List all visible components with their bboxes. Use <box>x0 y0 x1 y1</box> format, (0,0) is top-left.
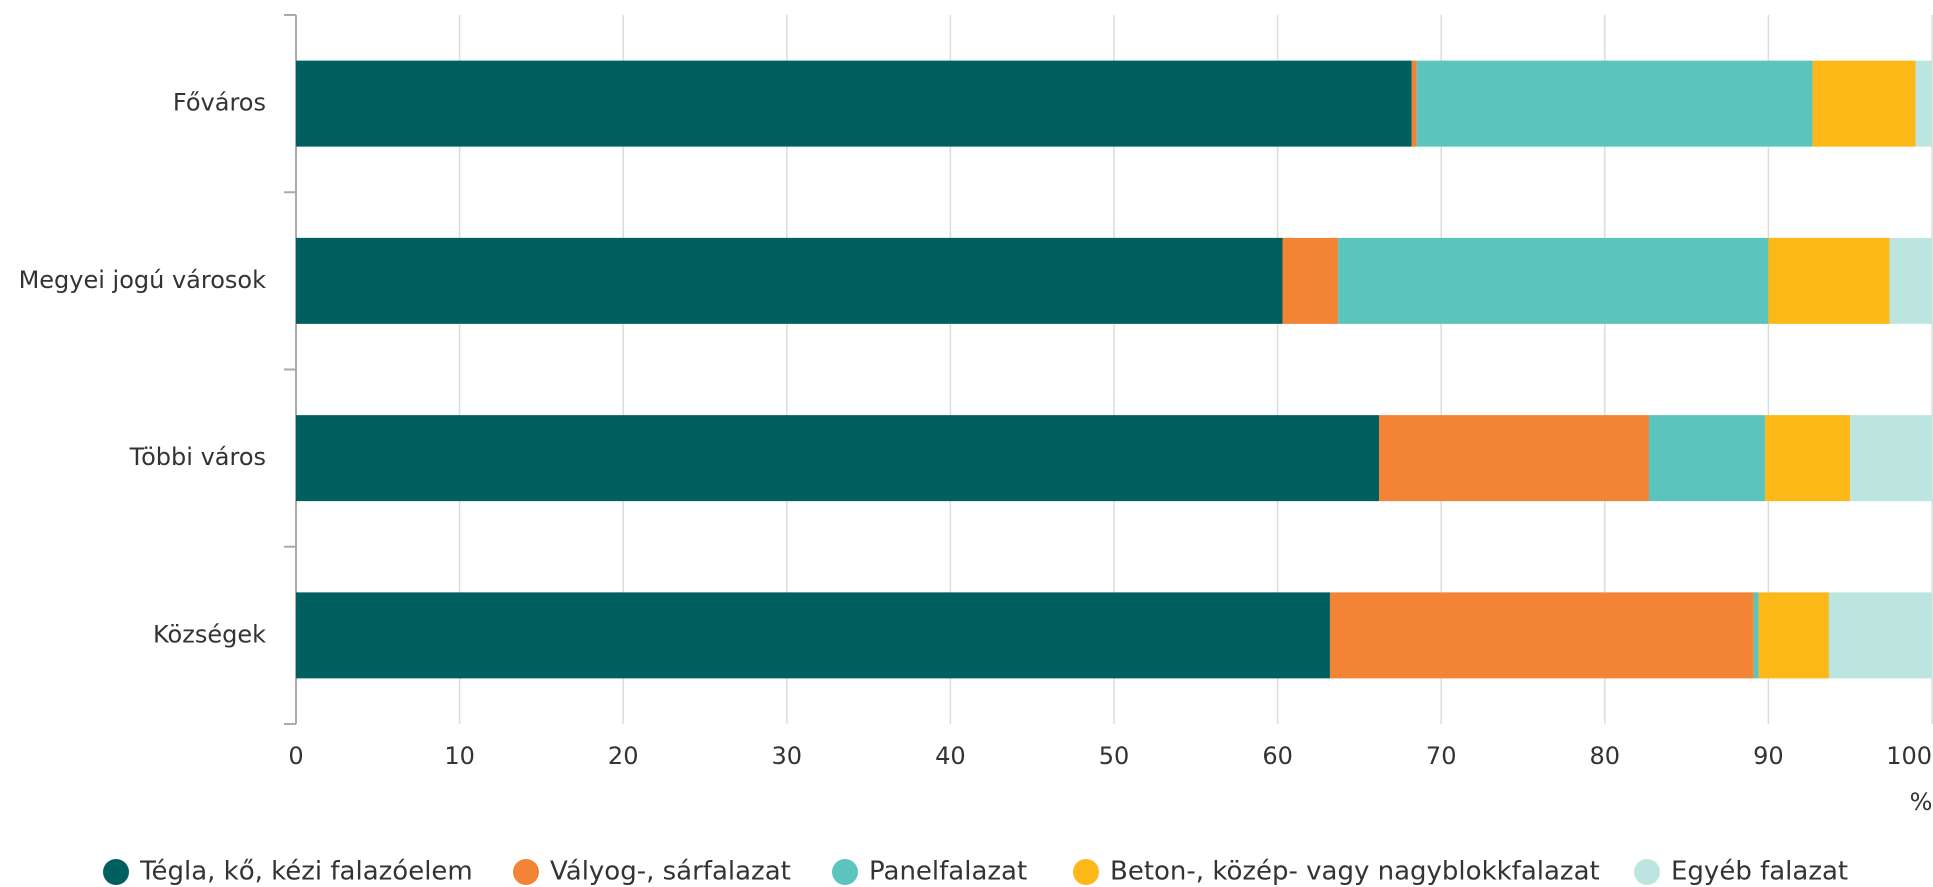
x-tick-label: 40 <box>935 742 966 770</box>
x-tick-label: 10 <box>444 742 475 770</box>
x-tick-label: 20 <box>608 742 639 770</box>
y-tick-label: Többi város <box>129 443 266 471</box>
legend-label: Vályog-, sárfalazat <box>550 857 791 887</box>
x-tick-label: 90 <box>1753 742 1784 770</box>
x-tick-label: 0 <box>288 742 303 770</box>
x-tick-label: 100 <box>1886 742 1932 770</box>
legend-label: Egyéb falazat <box>1671 857 1848 887</box>
bar-segment <box>1828 592 1932 679</box>
x-tick-label: 80 <box>1590 742 1621 770</box>
y-tick-label: Főváros <box>173 89 266 117</box>
bar-segment <box>1282 237 1339 324</box>
legend-marker <box>513 859 539 885</box>
bar-segment <box>1915 60 1932 147</box>
x-tick-label: 70 <box>1426 742 1457 770</box>
bar-segment <box>296 592 1330 679</box>
x-tick-label: 30 <box>772 742 803 770</box>
bar-segment <box>296 237 1283 324</box>
bar-segment <box>1765 415 1851 502</box>
bar-segment <box>1411 60 1417 147</box>
bar-segment <box>1753 592 1759 679</box>
x-axis-label: % <box>1910 788 1933 816</box>
bar-segment <box>1338 237 1769 324</box>
bar-segment <box>1648 415 1766 502</box>
y-tick-label: Községek <box>153 620 266 648</box>
bar-segment <box>1416 60 1813 147</box>
legend-marker <box>1634 859 1660 885</box>
x-tick-label: 60 <box>1262 742 1293 770</box>
bar-segment <box>1379 415 1649 502</box>
legend-label: Panelfalazat <box>869 857 1027 887</box>
bar-segment <box>296 60 1412 147</box>
bar-segment <box>296 415 1380 502</box>
legend-label: Beton-, közép- vagy nagyblokkfalazat <box>1110 857 1600 887</box>
legend-label: Tégla, kő, kézi falazóelem <box>139 857 473 887</box>
y-tick-label: Megyei jogú városok <box>19 266 267 294</box>
legend-marker <box>832 859 858 885</box>
bar-segment <box>1812 60 1916 147</box>
legend-marker <box>103 859 129 885</box>
legend-marker <box>1073 859 1099 885</box>
bar-segment <box>1768 237 1890 324</box>
bar-segment <box>1889 237 1932 324</box>
bar-segment <box>1850 415 1932 502</box>
bar-segment <box>1758 592 1829 679</box>
x-tick-label: 50 <box>1099 742 1130 770</box>
bar-segment <box>1329 592 1754 679</box>
